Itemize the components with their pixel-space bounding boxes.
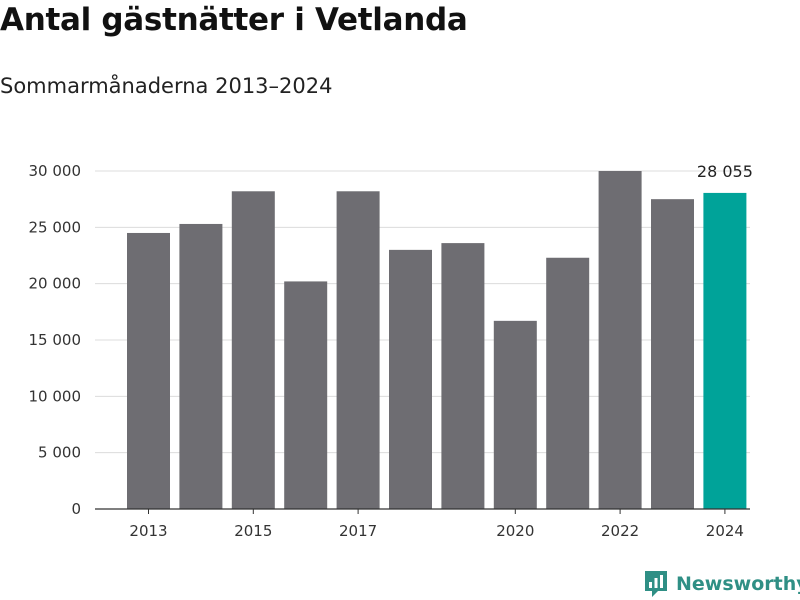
bar-2013 (127, 232, 170, 509)
bar-2020 (493, 320, 537, 509)
brand-name: Newsworthy (676, 573, 800, 595)
bar-2024 (703, 192, 747, 509)
x-tick-label: 2024 (706, 522, 744, 540)
y-tick-label: 0 (71, 500, 81, 518)
bar-2021 (546, 257, 590, 509)
bar-2014 (179, 223, 223, 509)
bar-2017 (336, 191, 380, 509)
y-tick-label: 30 000 (29, 162, 82, 180)
y-tick-label: 15 000 (29, 331, 82, 349)
y-tick-label: 10 000 (29, 387, 82, 405)
y-tick-label: 20 000 (29, 275, 82, 293)
newsworthy-logo: Newsworthy (643, 569, 800, 599)
y-tick-label: 5 000 (38, 444, 81, 462)
newsworthy-logo-icon (645, 571, 667, 597)
data-label: 28 055 (697, 162, 753, 181)
bar-2016 (284, 281, 328, 509)
x-tick-label: 2020 (496, 522, 534, 540)
bar-2022 (598, 171, 642, 509)
bar-2019 (441, 243, 485, 509)
bar-2018 (389, 249, 432, 509)
chart-subtitle: Sommarmånaderna 2013–2024 (0, 74, 333, 98)
bar-2015 (231, 191, 275, 509)
chart-title: Antal gästnätter i Vetlanda (0, 2, 468, 38)
y-tick-label: 25 000 (29, 218, 82, 236)
bar-2023 (651, 199, 694, 509)
x-tick-label: 2015 (234, 522, 272, 540)
x-tick-label: 2017 (339, 522, 377, 540)
x-tick-label: 2022 (601, 522, 639, 540)
x-tick-label: 2013 (129, 522, 167, 540)
